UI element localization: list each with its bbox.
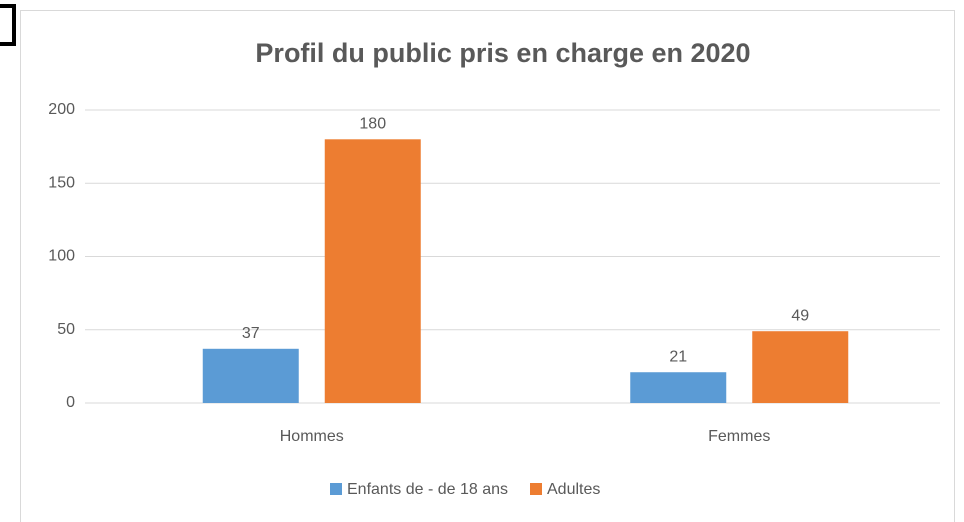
y-tick-label: 150 bbox=[48, 174, 75, 191]
y-tick-label: 200 bbox=[48, 101, 75, 118]
bar bbox=[630, 372, 727, 403]
legend-swatch bbox=[330, 483, 342, 495]
chart-title: Profil du public pris en charge en 2020 bbox=[255, 38, 750, 68]
legend-swatch bbox=[530, 483, 542, 495]
bar bbox=[752, 331, 849, 403]
legend-label: Enfants de - de 18 ans bbox=[347, 481, 508, 498]
data-label: 49 bbox=[791, 307, 809, 324]
chart-frame bbox=[20, 10, 955, 522]
x-tick-label: Femmes bbox=[708, 428, 770, 445]
bar bbox=[324, 139, 421, 404]
y-tick-label: 0 bbox=[66, 394, 75, 411]
data-label: 180 bbox=[359, 116, 386, 133]
y-tick-label: 100 bbox=[48, 248, 75, 265]
data-label: 21 bbox=[669, 348, 687, 365]
legend-label: Adultes bbox=[547, 481, 600, 498]
data-label: 37 bbox=[242, 325, 260, 342]
selection-bracket bbox=[0, 4, 16, 46]
bar bbox=[202, 348, 299, 403]
x-tick-label: Hommes bbox=[280, 428, 344, 445]
y-tick-label: 50 bbox=[57, 321, 75, 338]
